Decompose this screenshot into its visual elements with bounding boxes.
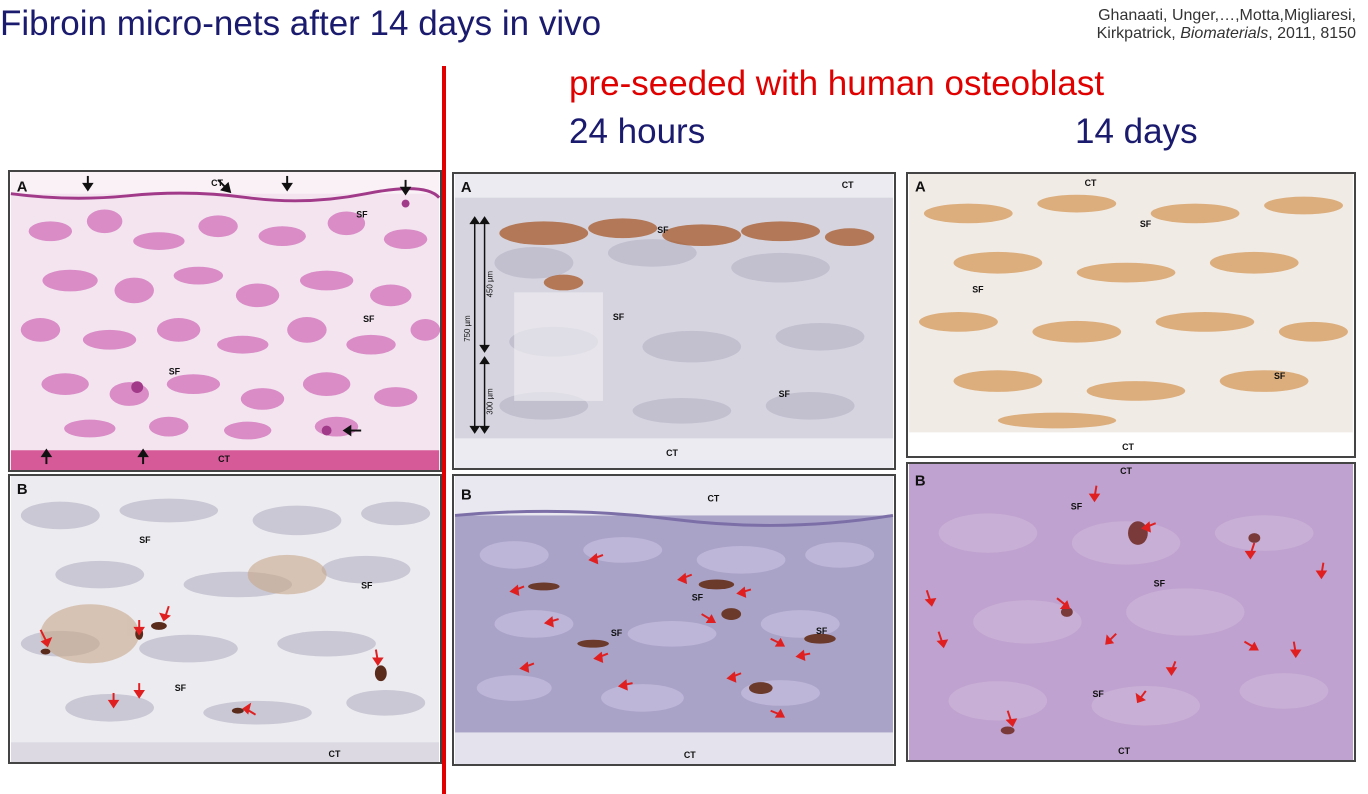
- tissue-label-sf: SF: [169, 366, 181, 376]
- ihc-stain-image: B SF SF SF CT: [10, 476, 440, 762]
- histology-panel-14d-b: B CT SF SF SF CT: [906, 462, 1356, 762]
- tissue-label-ct-bottom: CT: [218, 454, 230, 464]
- tissue-label-ct-top: CT: [1120, 466, 1132, 476]
- tissue-label-ct-top: CT: [211, 178, 223, 188]
- scale-label-300: 300 µm: [485, 388, 494, 415]
- citation-line-1: Ghanaati, Unger,…,Motta,Migliaresi,: [1098, 7, 1356, 24]
- scale-label-450: 450 µm: [485, 270, 494, 297]
- citation-journal: Biomaterials: [1180, 25, 1269, 42]
- histology-panel-left-b: B SF SF SF CT: [8, 474, 442, 764]
- time-label-24-hours: 24 hours: [569, 112, 706, 151]
- citation-authors: Kirkpatrick,: [1096, 25, 1181, 42]
- citation-year-page: , 2011, 8150: [1268, 25, 1356, 42]
- tissue-label-sf: SF: [611, 628, 623, 638]
- ihc-stain-image: B CT SF SF SF CT: [454, 476, 894, 764]
- tissue-label-sf: SF: [363, 314, 375, 324]
- scale-label-750: 750 µm: [463, 315, 472, 342]
- tissue-label-sf: SF: [1274, 371, 1286, 381]
- red-arrows: [39, 605, 384, 716]
- red-divider-line: [442, 66, 446, 794]
- tissue-label-sf: SF: [816, 626, 828, 636]
- citation-line-2: Kirkpatrick, Biomaterials, 2011, 8150: [1097, 25, 1356, 43]
- histology-panel-24h-a: A CT SF SF SF CT 750 µm 450 µm 300 µm: [452, 172, 896, 470]
- tissue-label-sf: SF: [1140, 219, 1152, 229]
- histology-panel-14d-a: A CT SF SF SF CT: [906, 172, 1356, 458]
- red-arrows: [509, 552, 811, 718]
- tissue-label-sf: SF: [657, 225, 669, 235]
- tissue-label-sf: SF: [1071, 501, 1083, 511]
- scale-bars: [469, 216, 490, 434]
- tissue-label-sf: SF: [175, 683, 187, 693]
- preseeded-subtitle: pre-seeded with human osteoblast: [569, 64, 1105, 103]
- tissue-label-sf: SF: [1093, 689, 1105, 699]
- tissue-label-ct-bottom: CT: [1118, 746, 1130, 756]
- tissue-label-ct: CT: [329, 749, 341, 759]
- ihc-stain-image: A CT SF SF SF CT: [909, 174, 1353, 456]
- panel-letter: A: [915, 180, 926, 196]
- time-label-14-days: 14 days: [1075, 112, 1198, 151]
- tissue-label-sf: SF: [692, 592, 704, 602]
- histology-panel-left-a: A CT SF SF SF CT: [8, 170, 442, 472]
- tissue-label-sf: SF: [972, 284, 984, 294]
- tissue-label-ct-bottom: CT: [666, 448, 678, 458]
- panel-letter: B: [915, 474, 926, 490]
- slide-title: Fibroin micro-nets after 14 days in vivo: [0, 4, 602, 43]
- ihc-stain-image: B CT SF SF SF CT: [909, 464, 1353, 760]
- panel-letter: B: [17, 482, 28, 498]
- panel-letter: B: [461, 488, 472, 504]
- tissue-label-sf: SF: [356, 209, 368, 219]
- black-arrows: [40, 175, 412, 465]
- tissue-label-sf: SF: [361, 580, 373, 590]
- tissue-label-sf: SF: [1154, 578, 1166, 588]
- tissue-label-ct-top: CT: [708, 494, 720, 504]
- citation: Ghanaati, Unger,…,Motta,Migliaresi, Kirk…: [1097, 7, 1356, 43]
- tissue-label-ct-top: CT: [1085, 178, 1097, 188]
- tissue-label-ct-top: CT: [842, 180, 854, 190]
- tissue-label-ct-bottom: CT: [684, 750, 696, 760]
- panel-letter: A: [17, 180, 28, 196]
- tissue-label-sf: SF: [779, 389, 791, 399]
- tissue-label-ct-bottom: CT: [1122, 442, 1134, 452]
- tissue-label-sf: SF: [613, 312, 625, 322]
- he-stain-image: A CT SF SF SF CT: [10, 172, 440, 470]
- histology-panel-24h-b: B CT SF SF SF CT: [452, 474, 896, 766]
- panel-letter: A: [461, 180, 472, 196]
- ihc-stain-image: A CT SF SF SF CT 750 µm 450 µm 300 µm: [454, 174, 894, 468]
- tissue-label-sf: SF: [139, 535, 151, 545]
- red-arrows: [924, 485, 1328, 728]
